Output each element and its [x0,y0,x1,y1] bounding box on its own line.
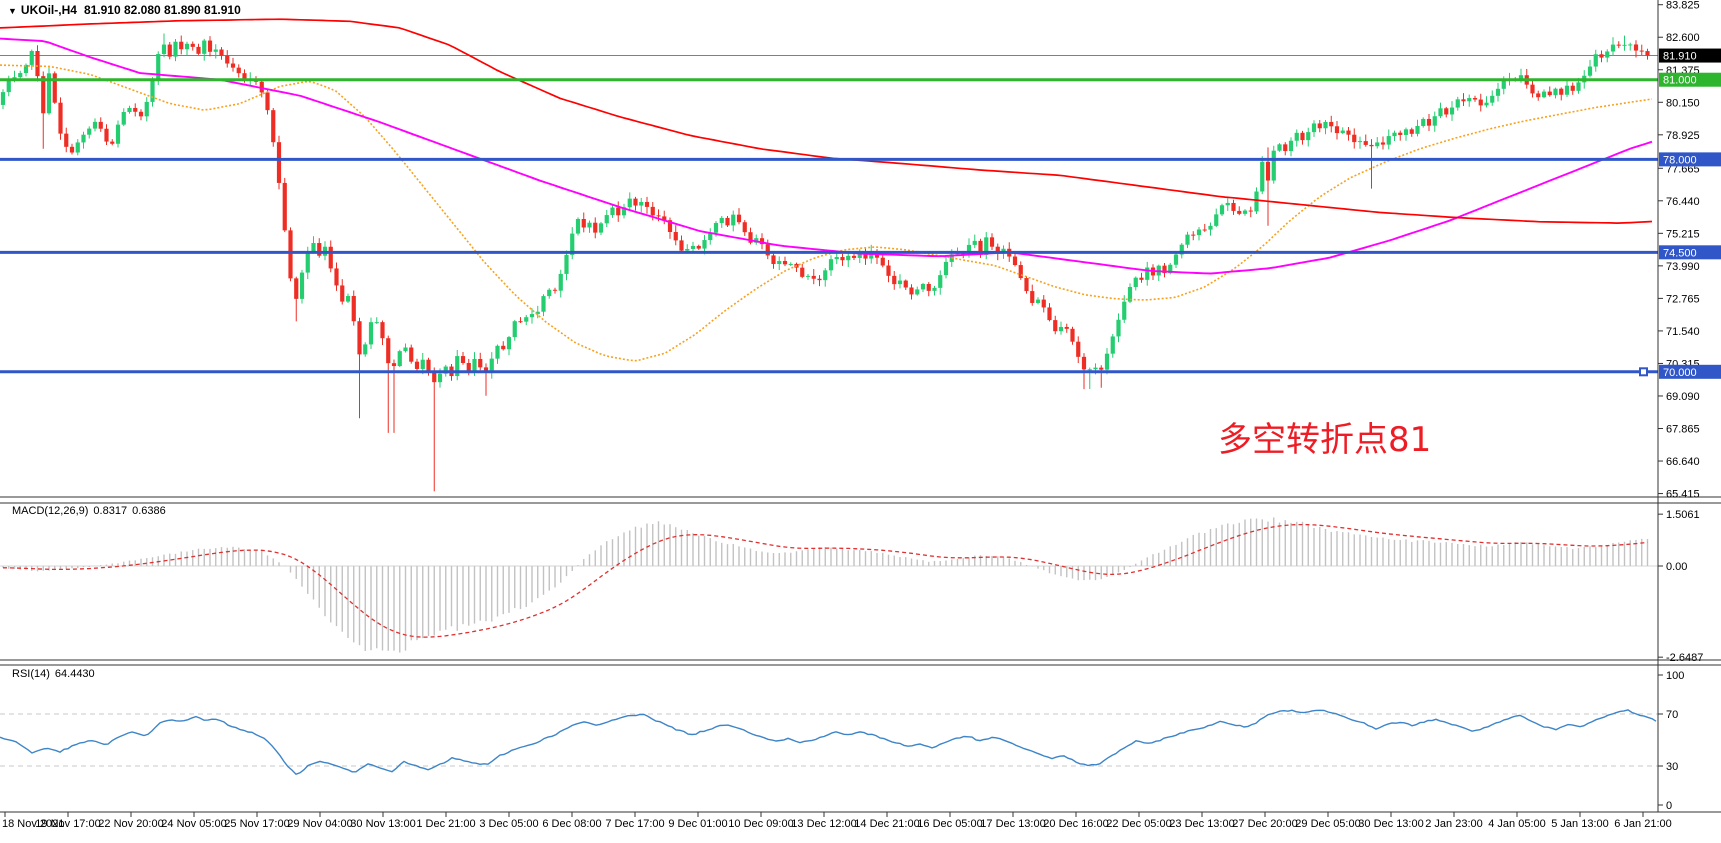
current-price-badge[interactable]: 81.910 [1659,48,1721,63]
macd-signal-line [3,523,1648,638]
svg-text:66.640: 66.640 [1666,456,1700,468]
svg-text:27 Dec 20:00: 27 Dec 20:00 [1232,818,1297,830]
svg-text:75.215: 75.215 [1666,228,1700,240]
svg-text:70: 70 [1666,709,1678,721]
svg-text:100: 100 [1666,670,1684,682]
svg-text:65.415: 65.415 [1666,489,1700,501]
svg-text:3 Dec 05:00: 3 Dec 05:00 [479,818,538,830]
svg-text:82.600: 82.600 [1666,32,1700,44]
price-axis[interactable]: 83.82582.60081.37580.15078.92577.66576.4… [1658,0,1703,812]
svg-text:76.440: 76.440 [1666,196,1700,208]
svg-text:9 Dec 01:00: 9 Dec 01:00 [668,818,727,830]
svg-text:80.150: 80.150 [1666,97,1700,109]
svg-text:19 Nov 17:00: 19 Nov 17:00 [35,818,100,830]
svg-text:67.865: 67.865 [1666,424,1700,436]
svg-text:69.090: 69.090 [1666,391,1700,403]
hline-badge-81.000[interactable]: 81.000 [1659,72,1721,87]
svg-text:78.925: 78.925 [1666,130,1700,142]
svg-text:0.00: 0.00 [1666,561,1687,573]
svg-text:78.000: 78.000 [1663,154,1697,166]
svg-text:10 Dec 09:00: 10 Dec 09:00 [728,818,793,830]
svg-text:1 Dec 21:00: 1 Dec 21:00 [416,818,475,830]
svg-text:13 Dec 12:00: 13 Dec 12:00 [791,818,856,830]
rsi-line [0,709,1657,776]
svg-text:24 Nov 05:00: 24 Nov 05:00 [161,818,226,830]
svg-text:6 Jan 21:00: 6 Jan 21:00 [1614,818,1672,830]
svg-text:83.825: 83.825 [1666,0,1700,12]
svg-text:17 Dec 13:00: 17 Dec 13:00 [980,818,1045,830]
rsi-panel [0,709,1658,776]
svg-text:16 Dec 05:00: 16 Dec 05:00 [917,818,982,830]
svg-text:0: 0 [1666,800,1672,812]
svg-text:22 Dec 05:00: 22 Dec 05:00 [1106,818,1171,830]
svg-text:14 Dec 21:00: 14 Dec 21:00 [854,818,919,830]
svg-text:2 Jan 23:00: 2 Jan 23:00 [1425,818,1483,830]
svg-text:73.990: 73.990 [1666,261,1700,273]
hline-badge-74.500[interactable]: 74.500 [1659,245,1721,260]
svg-text:30 Dec 13:00: 30 Dec 13:00 [1358,818,1423,830]
text-annotation[interactable]: 多空转折点81 [1218,420,1432,460]
svg-text:-2.6487: -2.6487 [1666,652,1703,664]
svg-text:23 Dec 13:00: 23 Dec 13:00 [1169,818,1234,830]
svg-text:4 Jan 05:00: 4 Jan 05:00 [1488,818,1546,830]
svg-text:5 Jan 13:00: 5 Jan 13:00 [1551,818,1609,830]
svg-text:7 Dec 17:00: 7 Dec 17:00 [605,818,664,830]
svg-text:25 Nov 17:00: 25 Nov 17:00 [224,818,289,830]
moving-averages-layer [0,18,1653,362]
svg-text:6 Dec 08:00: 6 Dec 08:00 [542,818,601,830]
svg-text:1.5061: 1.5061 [1666,509,1700,521]
svg-text:22 Nov 20:00: 22 Nov 20:00 [98,818,163,830]
svg-text:29 Dec 05:00: 29 Dec 05:00 [1295,818,1360,830]
svg-text:30: 30 [1666,761,1678,773]
panel-borders [0,0,1721,813]
svg-text:81.000: 81.000 [1663,75,1697,87]
svg-text:71.540: 71.540 [1666,326,1700,338]
svg-text:30 Nov 13:00: 30 Nov 13:00 [350,818,415,830]
hline-badge-70.000[interactable]: 70.000 [1659,364,1721,379]
svg-text:81.910: 81.910 [1663,51,1697,63]
svg-text:74.500: 74.500 [1663,247,1697,259]
svg-text:18 Nov 2021: 18 Nov 2021 [2,818,64,830]
hline-drag-handle[interactable] [1639,367,1648,377]
svg-text:20 Dec 16:00: 20 Dec 16:00 [1043,818,1108,830]
svg-text:70.000: 70.000 [1663,367,1697,379]
svg-text:29 Nov 04:00: 29 Nov 04:00 [287,818,352,830]
macd-panel [0,517,1658,653]
hline-badge-78.000[interactable]: 78.000 [1659,152,1721,167]
svg-text:72.765: 72.765 [1666,293,1700,305]
